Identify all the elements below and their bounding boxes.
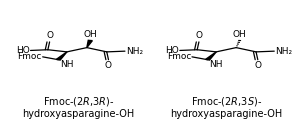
Polygon shape <box>56 52 67 60</box>
Text: OH: OH <box>83 30 97 39</box>
Text: HO: HO <box>16 46 30 55</box>
Text: Fmoc: Fmoc <box>17 52 42 61</box>
Polygon shape <box>206 52 216 60</box>
Text: OH: OH <box>233 30 247 39</box>
Text: NH₂: NH₂ <box>126 47 143 56</box>
Text: HO: HO <box>165 46 179 55</box>
Polygon shape <box>87 40 92 48</box>
Text: O: O <box>254 61 261 70</box>
Text: NH: NH <box>60 60 73 69</box>
Text: NH₂: NH₂ <box>275 47 292 56</box>
Text: Fmoc-($\it{2R}$,$\it{3S}$)-: Fmoc-($\it{2R}$,$\it{3S}$)- <box>190 95 262 108</box>
Text: hydroxyasparagine-OH: hydroxyasparagine-OH <box>170 109 282 119</box>
Text: Fmoc-($\it{2R}$,$\it{3R}$)-: Fmoc-($\it{2R}$,$\it{3R}$)- <box>43 95 114 108</box>
Text: O: O <box>105 61 112 70</box>
Text: Fmoc: Fmoc <box>167 52 191 61</box>
Text: NH: NH <box>209 60 223 69</box>
Text: O: O <box>195 31 203 40</box>
Text: O: O <box>46 31 53 40</box>
Text: hydroxyasparagine-OH: hydroxyasparagine-OH <box>22 109 134 119</box>
